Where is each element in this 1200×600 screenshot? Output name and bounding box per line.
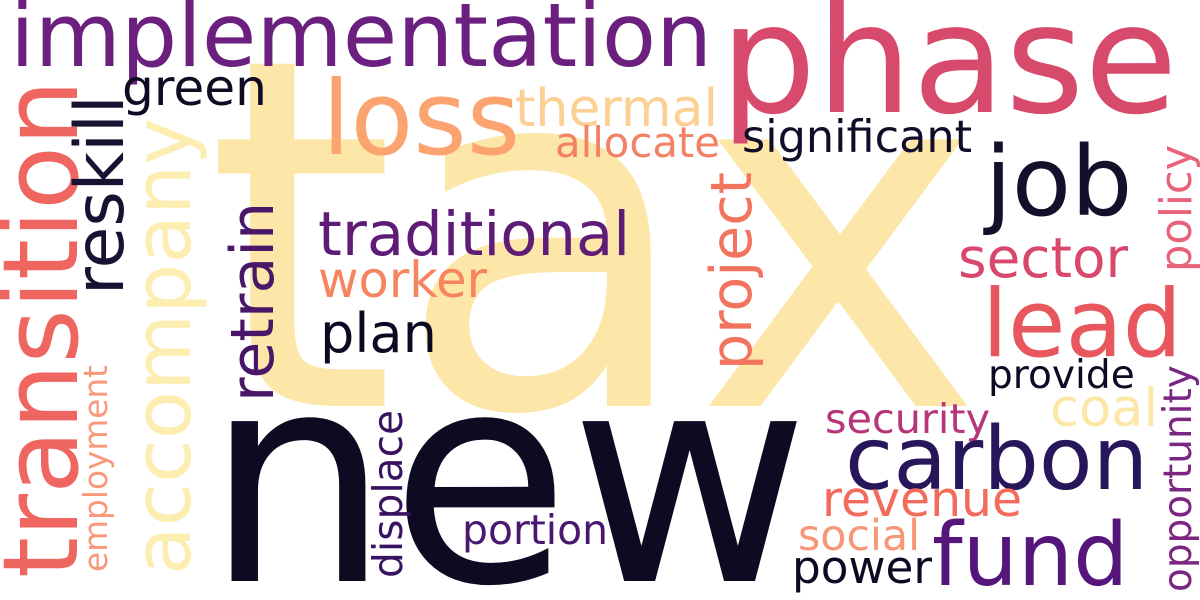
word-retrain: retrain xyxy=(218,201,288,402)
word-power: power xyxy=(792,541,933,594)
word-traditional: traditional xyxy=(318,199,631,270)
word-job: job xyxy=(985,125,1133,238)
word-tax: tax xyxy=(205,0,984,521)
word-sector: sector xyxy=(958,225,1129,290)
word-phase: phase xyxy=(720,0,1178,148)
word-worker: worker xyxy=(318,250,487,309)
word-portion: portion xyxy=(462,505,609,554)
word-green: green xyxy=(122,58,267,117)
word-revenue: revenue xyxy=(822,470,1023,528)
word-social: social xyxy=(798,511,921,561)
word-project: project xyxy=(698,172,765,370)
word-reskill: reskill xyxy=(61,95,140,295)
word-implementation: implementation xyxy=(10,0,713,87)
word-significant: significant xyxy=(742,111,973,163)
word-loss: loss xyxy=(322,59,521,179)
word-employment: employment xyxy=(76,364,115,572)
word-provide: provide xyxy=(988,352,1135,398)
word-fund: fund xyxy=(932,503,1129,600)
word-allocate: allocate xyxy=(555,118,720,167)
word-new: new xyxy=(205,310,810,600)
word-plan: plan xyxy=(320,301,437,365)
word-displace: displace xyxy=(364,409,412,578)
word-lead: lead xyxy=(982,269,1183,379)
word-opportunity: opportunity xyxy=(1156,365,1200,592)
word-thermal: thermal xyxy=(515,79,718,139)
word-policy: policy xyxy=(1151,144,1200,272)
word-coal: coal xyxy=(1050,377,1159,439)
word-security: security xyxy=(825,394,991,443)
word-carbon: carbon xyxy=(845,406,1149,510)
